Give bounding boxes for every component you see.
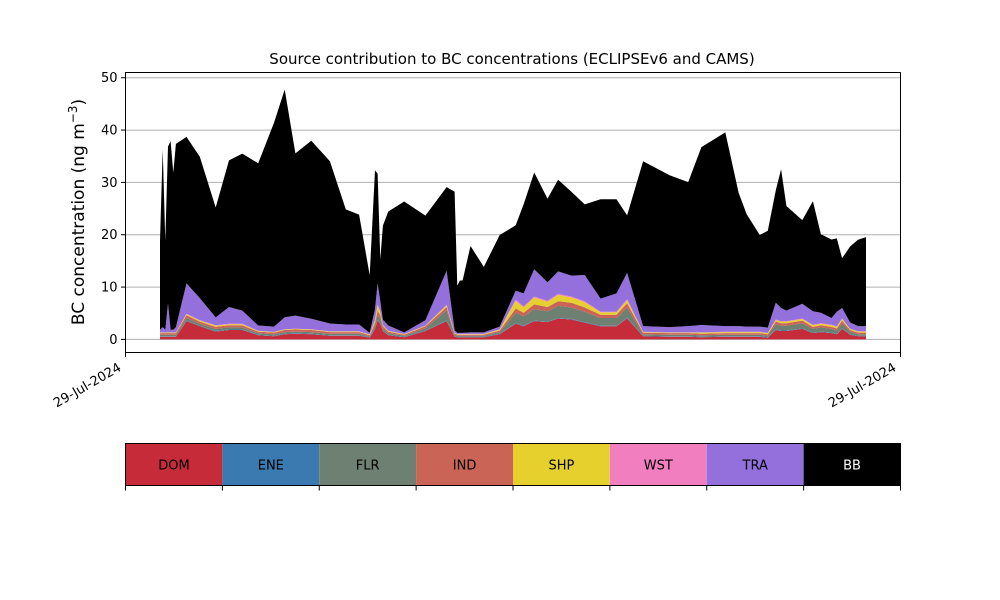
- colorbar-swatch-bb: [803, 443, 901, 486]
- colorbar-swatch-shp: [513, 443, 610, 486]
- colorbar-swatch-dom: [125, 443, 223, 486]
- colorbar-swatch-tra: [706, 443, 804, 486]
- y-tick-label: 0: [109, 333, 117, 348]
- y-axis-ticks: 0 10 20 30 40 50: [101, 71, 126, 348]
- area-dom: [160, 318, 866, 340]
- x-tick-label-end: 29-Jul-2024: [826, 360, 899, 411]
- area-bb: [160, 89, 866, 333]
- y-tick-label: 30: [101, 176, 118, 191]
- area-flr: [160, 305, 866, 338]
- y-tick-label: 20: [101, 228, 118, 243]
- colorbar-label-wst: WST: [644, 459, 673, 474]
- colorbar-label-shp: SHP: [549, 459, 575, 474]
- y-tick-label: 10: [101, 281, 118, 296]
- y-axis-label-close: ): [69, 99, 89, 106]
- colorbar-swatch-flr: [319, 443, 417, 486]
- colorbar-swatch-ind: [416, 443, 513, 486]
- colorbar-label-bb: BB: [843, 459, 861, 474]
- plot-frame: [125, 72, 901, 353]
- y-tick-label: 40: [101, 124, 118, 139]
- y-axis-label: BC concentration (ng m−3): [66, 99, 89, 325]
- x-tick-label-start: 29-Jul-2024: [51, 360, 124, 411]
- colorbar-swatch-wst: [609, 443, 707, 486]
- colorbar-legend: DOM ENE FLR IND SHP WST TRA BB: [125, 443, 901, 491]
- y-axis-label-exponent: −3: [66, 105, 80, 123]
- area-tra: [160, 269, 866, 335]
- colorbar-label-ene: ENE: [258, 459, 284, 474]
- colorbar-swatch-ene: [222, 443, 320, 486]
- y-tick-label: 50: [101, 71, 118, 86]
- colorbar-label-tra: TRA: [742, 459, 768, 474]
- colorbar-label-flr: FLR: [356, 459, 380, 474]
- y-axis-label-main: BC concentration (ng m: [69, 123, 89, 325]
- x-axis-ticks: 29-Jul-2024 29-Jul-2024: [51, 352, 901, 411]
- colorbar-label-ind: IND: [453, 459, 477, 474]
- chart-title: Source contribution to BC concentrations…: [269, 50, 754, 68]
- colorbar-label-dom: DOM: [158, 459, 189, 474]
- stacked-area-series: [160, 89, 866, 340]
